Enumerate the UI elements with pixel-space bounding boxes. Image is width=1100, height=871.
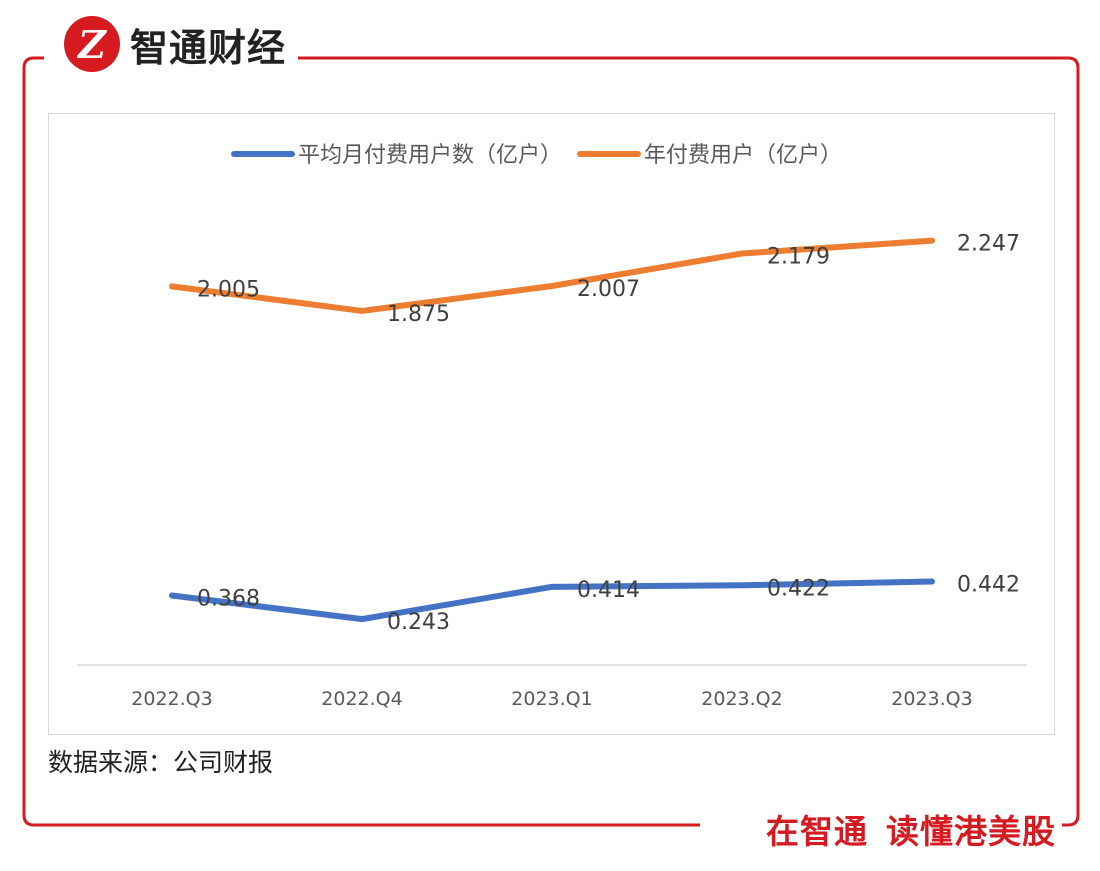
line-chart: 2022.Q3 2022.Q4 2023.Q1 2023.Q2 2023.Q3 平均月付费… [77, 143, 1027, 710]
x-tick-label: 2023.Q1 [511, 688, 592, 710]
slogan-part-2: 读懂港美股 [886, 812, 1056, 851]
x-tick-label: 2023.Q2 [701, 688, 782, 710]
series-line-0 [169, 578, 935, 623]
data-label: 0.368 [197, 587, 260, 612]
brand-logo: Z 智通财经 [64, 16, 299, 72]
x-tick-label: 2023.Q3 [891, 688, 972, 710]
x-tick-label: 2022.Q4 [321, 688, 402, 710]
data-label: 2.007 [577, 277, 640, 302]
source-note: 数据来源：公司财报 [48, 748, 274, 777]
series-line-1 [169, 237, 935, 314]
data-label: 0.414 [577, 578, 640, 603]
footer-slogan: 在智通 读懂港美股 [752, 805, 1062, 853]
legend-label-1: 年付费用户（亿户） [644, 143, 842, 168]
x-tick-label: 2022.Q3 [131, 688, 212, 710]
logo-icon: Z [64, 16, 120, 72]
data-label: 0.422 [767, 576, 830, 601]
data-label: 2.247 [957, 232, 1020, 257]
brand-name: 智通财经 [130, 25, 287, 70]
slogan-part-1: 在智通 [766, 812, 868, 851]
data-label: 1.875 [387, 302, 450, 327]
data-label: 2.179 [767, 245, 830, 270]
legend-label-0: 平均月付费用户数（亿户） [298, 143, 562, 168]
data-label: 2.005 [197, 277, 260, 302]
data-label: 0.243 [387, 610, 450, 635]
chart-container: 2022.Q3 2022.Q4 2023.Q1 2023.Q2 2023.Q3 平均月付费… [48, 113, 1055, 735]
data-label: 0.442 [957, 573, 1020, 598]
